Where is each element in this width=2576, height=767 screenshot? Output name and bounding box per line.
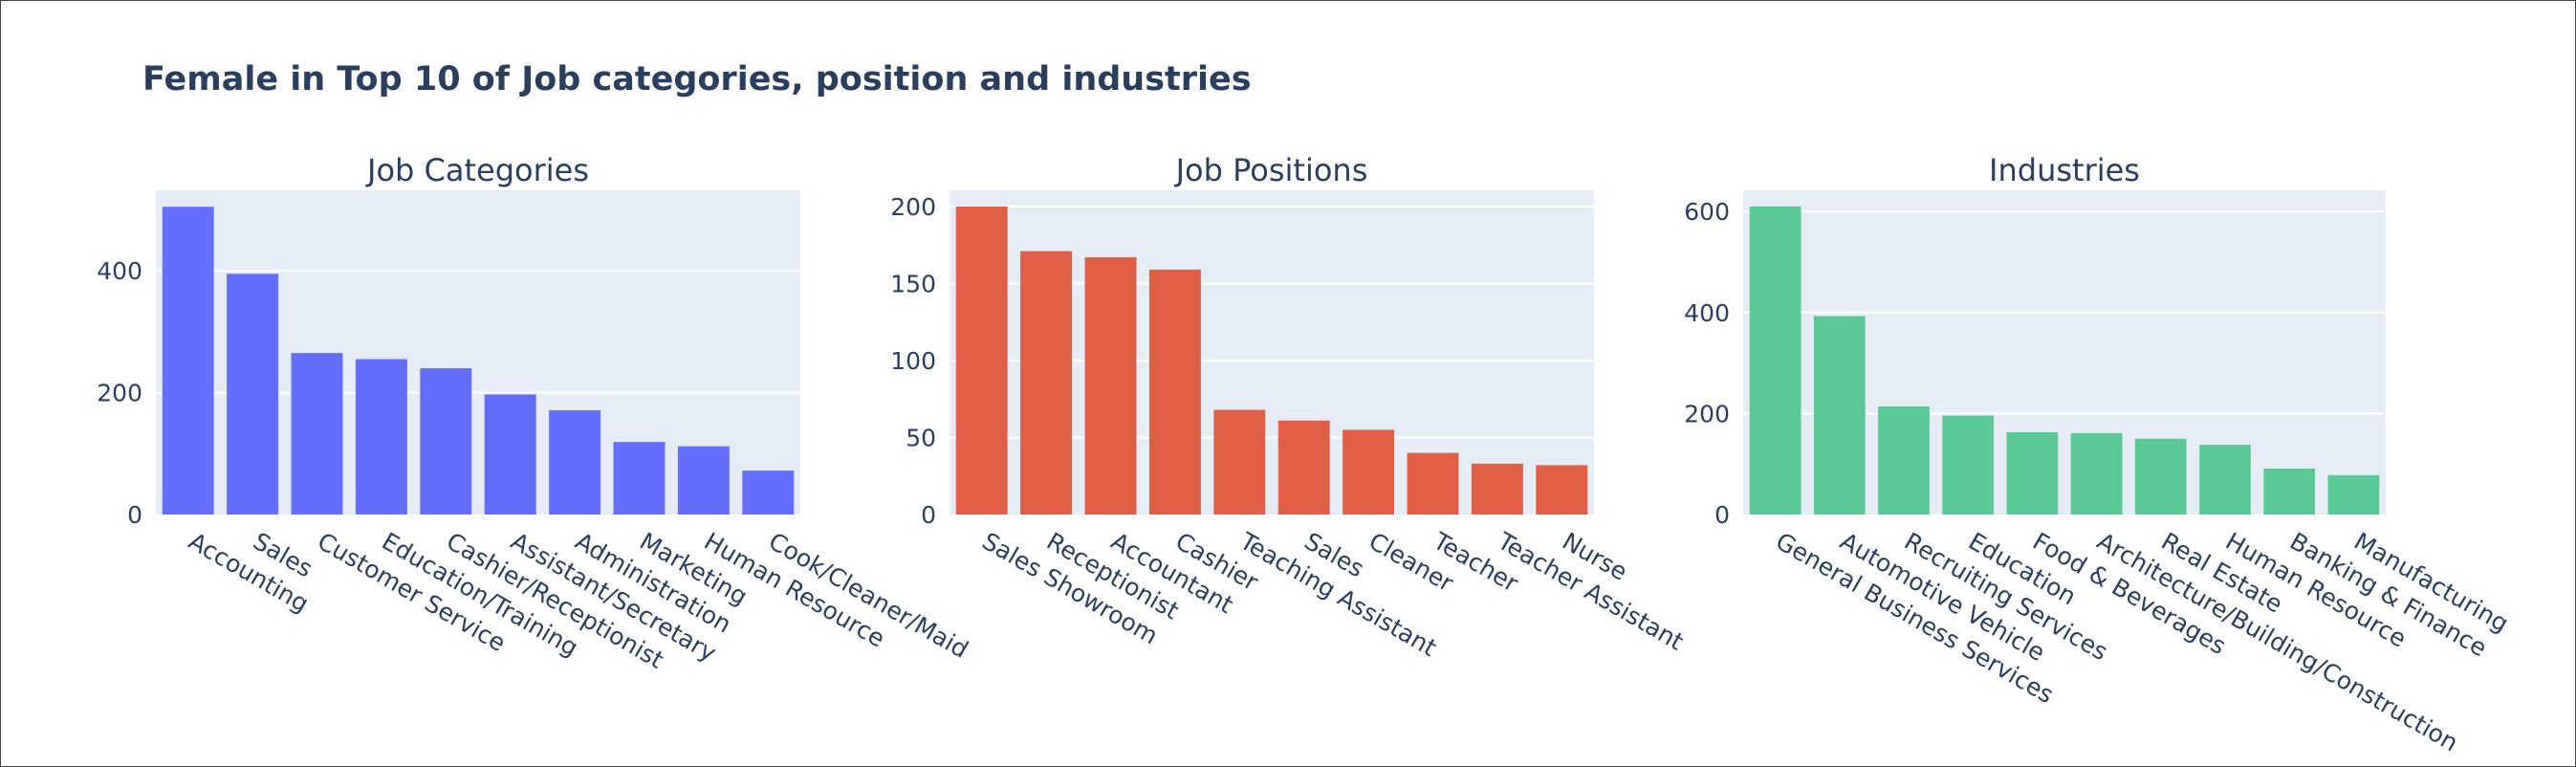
y-tick-label: 0 [921,501,936,529]
y-tick-label: 200 [97,380,142,407]
y-tick-label: 0 [127,501,142,529]
bar [1277,420,1330,515]
y-tick-label: 200 [1684,400,1730,427]
bar [1878,406,1930,515]
bar [355,359,407,515]
bar [1813,316,1866,515]
bar [1942,415,1995,515]
bar [1471,463,1523,515]
bar [742,471,795,515]
bar [2199,445,2251,515]
bar [1020,251,1073,515]
bar [420,368,472,515]
bar [2006,431,2059,515]
y-tick-label: 400 [1684,299,1730,327]
bar [955,206,1008,515]
bar [1148,269,1201,515]
bar [613,442,666,515]
bar [2263,468,2316,515]
bar [1084,257,1137,515]
bar [2070,432,2123,515]
bar [162,207,214,515]
bar [1749,206,1801,515]
subplot-title: Job Categories [365,152,589,188]
y-tick-label: 100 [890,347,936,375]
y-tick-label: 600 [1684,198,1730,226]
y-tick-label: 200 [890,193,936,221]
y-tick-label: 150 [890,270,936,297]
bar [1536,465,1588,515]
bar [2134,438,2187,515]
subplot-title: Industries [1989,152,2140,188]
y-tick-label: 0 [1714,501,1730,529]
bar [291,353,343,515]
bar [1407,452,1459,515]
bar [2327,474,2380,515]
y-tick-label: 400 [97,257,142,285]
figure-title: Female in Top 10 of Job categories, posi… [142,60,1252,99]
bar [484,394,536,515]
bar [1213,409,1266,515]
bar [677,446,730,515]
y-tick-label: 50 [906,424,936,451]
subplot-title: Job Positions [1174,152,1368,188]
bar [549,410,601,515]
bar [1343,429,1395,515]
bar [227,274,279,515]
